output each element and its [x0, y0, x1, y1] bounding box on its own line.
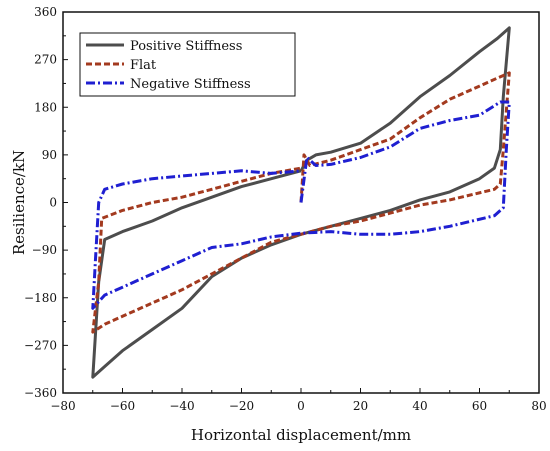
y-tick-label: −270 [24, 338, 57, 352]
x-tick-label: 20 [353, 399, 368, 413]
y-tick-label: −90 [32, 243, 57, 257]
x-tick-label: −20 [229, 399, 254, 413]
x-axis-title: Horizontal displacement/mm [191, 426, 411, 444]
x-tick-label: 0 [297, 399, 305, 413]
x-tick-label: 60 [472, 399, 487, 413]
y-axis-title: Resilience/kN [10, 150, 28, 255]
y-tick-label: 180 [34, 100, 57, 114]
x-tick-label: −60 [110, 399, 135, 413]
x-tick-label: 40 [412, 399, 427, 413]
legend-label-0: Positive Stiffness [130, 39, 242, 54]
y-tick-label: −360 [24, 386, 57, 400]
y-tick-label: 360 [34, 5, 57, 19]
series-layer [91, 26, 511, 379]
y-tick-label: 270 [34, 53, 57, 67]
x-tick-label: 80 [531, 399, 546, 413]
series-line-1 [91, 71, 511, 334]
legend-label-2: Negative Stiffness [130, 77, 251, 92]
ticks-layer: −80 −60 −40 −20 0 20 40 60 80 −360 −270 −180 −90 0 90 1… [24, 5, 547, 413]
legend-label-1: Flat [130, 58, 157, 73]
legend: Positive Stiffness Flat Negative Stiffness [79, 32, 296, 97]
y-tick-label: 90 [42, 148, 57, 162]
x-tick-label: −40 [169, 399, 194, 413]
y-tick-label: 0 [49, 196, 57, 210]
series-line-2 [91, 100, 511, 310]
x-tick-label: −80 [50, 399, 75, 413]
y-tick-label: −180 [24, 291, 57, 305]
